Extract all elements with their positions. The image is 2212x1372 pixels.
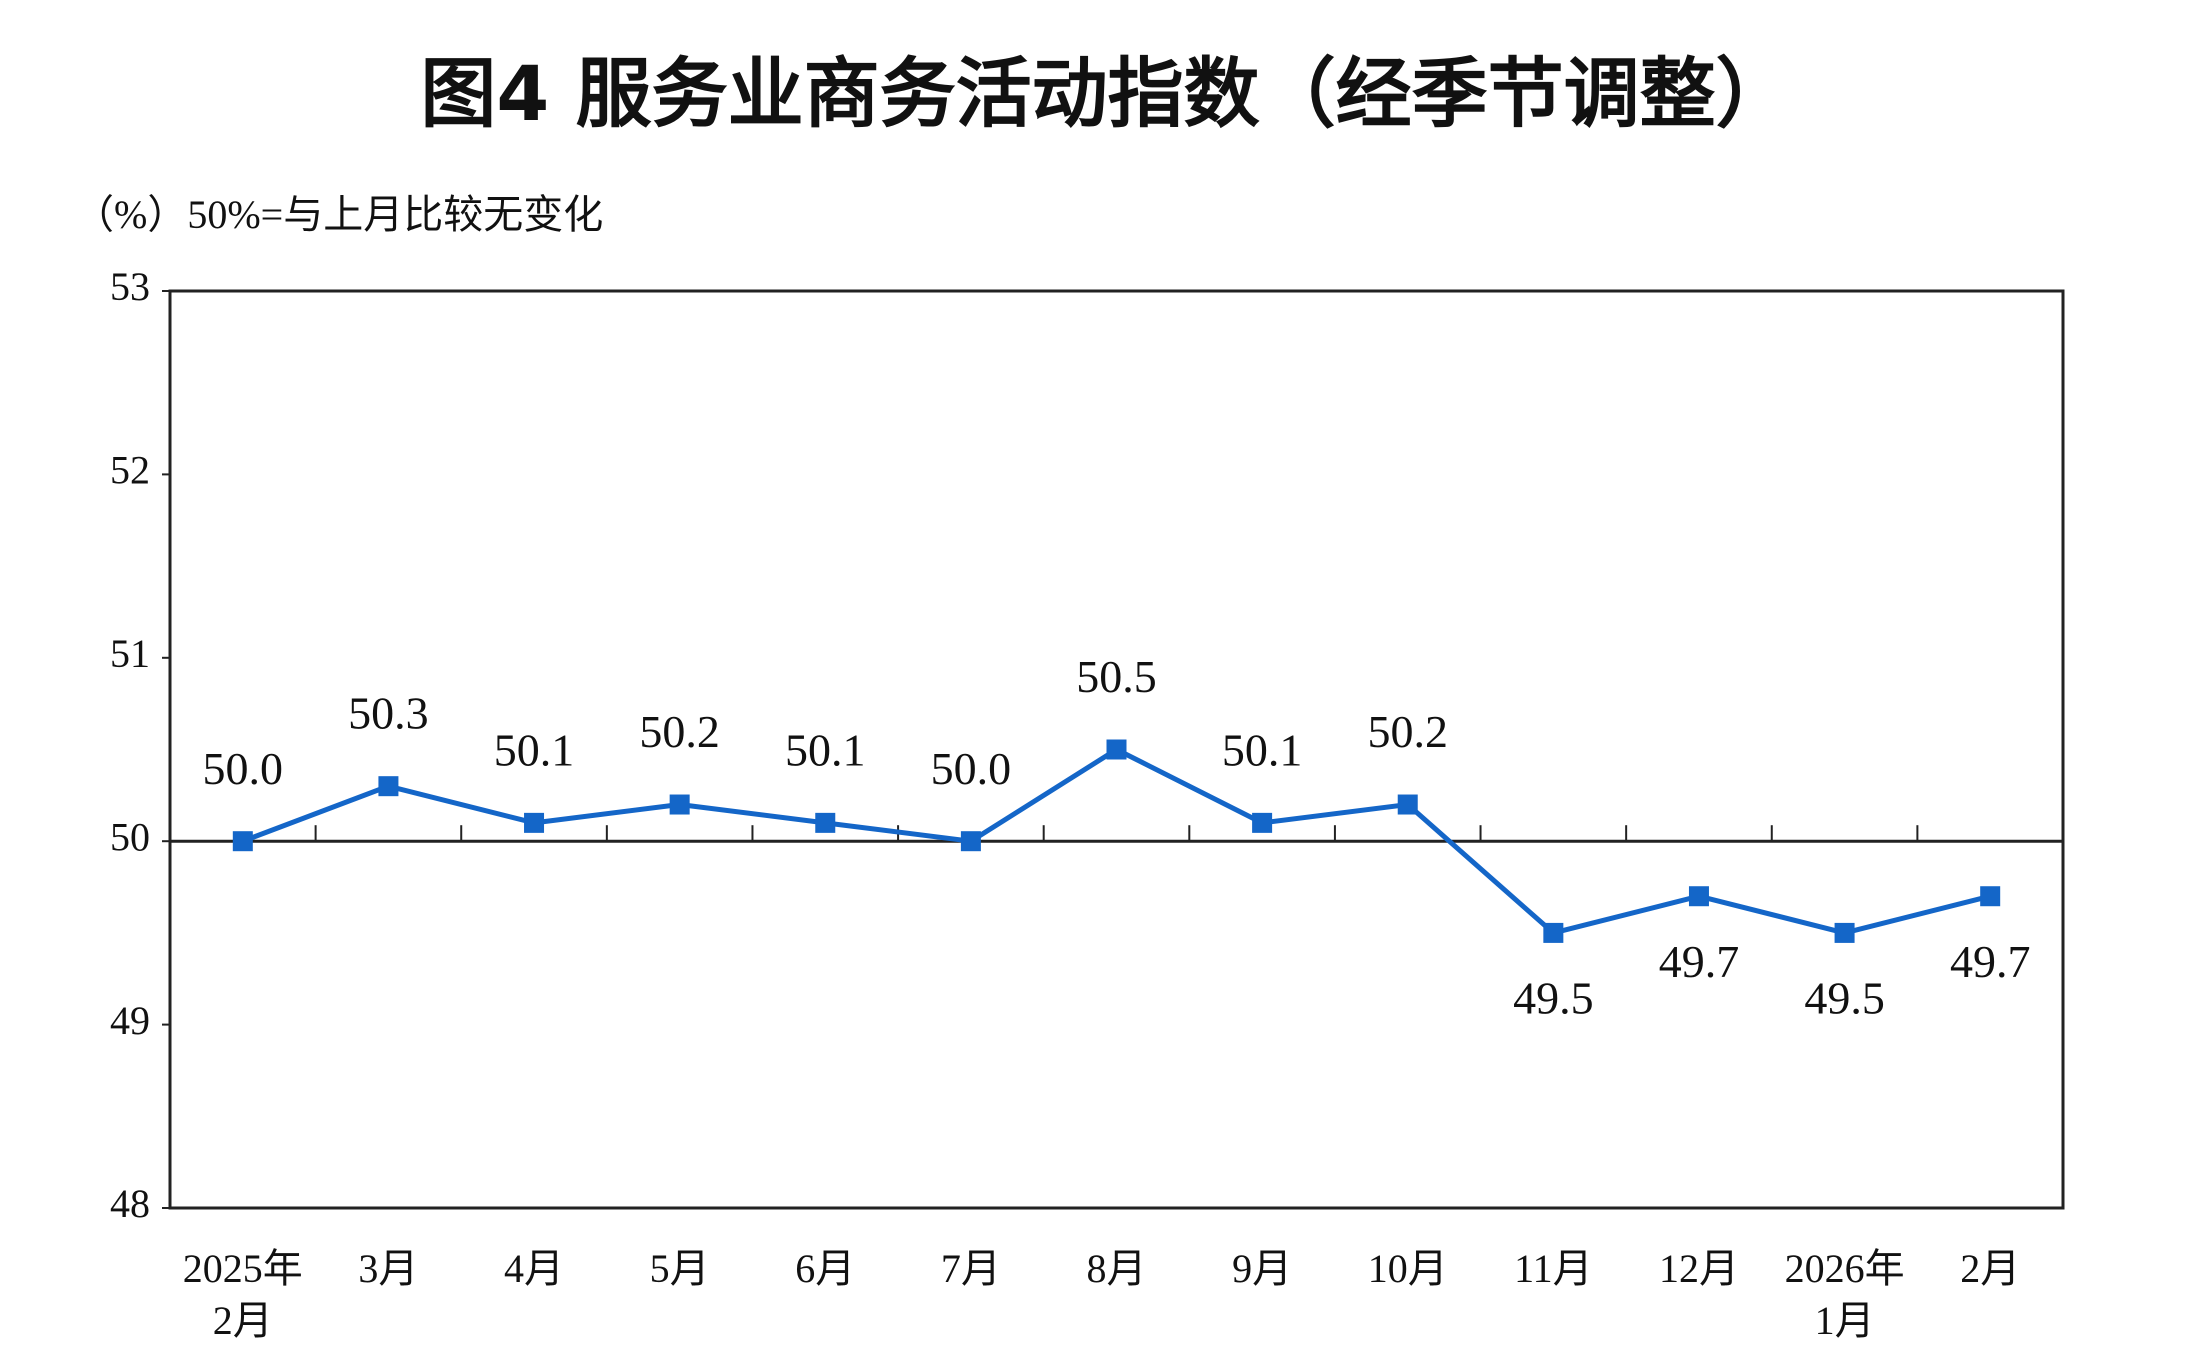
chart-subtitle: （%）50%=与上月比较无变化 (74, 192, 603, 237)
marker (1834, 922, 1855, 943)
marker (669, 794, 690, 815)
marker (960, 831, 981, 852)
x-tick-label: 2月 (213, 1298, 273, 1343)
y-tick-label: 48 (110, 1181, 150, 1226)
marker (232, 831, 253, 852)
data-label: 50.3 (348, 688, 429, 739)
data-label: 49.5 (1804, 972, 1885, 1023)
marker (1543, 922, 1564, 943)
y-tick-label: 51 (110, 631, 150, 676)
data-label: 50.2 (639, 706, 720, 757)
y-tick-label: 53 (110, 264, 150, 309)
marker (1688, 886, 1709, 907)
marker (378, 776, 399, 797)
marker (524, 812, 545, 833)
data-label: 50.2 (1367, 706, 1448, 757)
y-tick-label: 50 (110, 814, 150, 859)
x-tick-label: 12月 (1659, 1246, 1739, 1291)
marker (1252, 812, 1273, 833)
marker (1980, 886, 2001, 907)
x-tick-label: 8月 (1087, 1246, 1147, 1291)
data-label: 50.1 (785, 724, 866, 775)
data-label: 50.0 (931, 743, 1012, 794)
marker (1106, 739, 1127, 760)
x-tick-label: 4月 (504, 1246, 564, 1291)
x-tick-label: 6月 (795, 1246, 855, 1291)
data-label: 50.5 (1076, 651, 1157, 702)
plot-frame (168, 289, 2065, 1210)
x-tick-label: 9月 (1232, 1246, 1292, 1291)
data-label: 50.1 (494, 724, 575, 775)
x-tick-label: 2025年 (183, 1246, 303, 1291)
x-tick-label: 7月 (941, 1246, 1001, 1291)
y-tick-label: 52 (110, 448, 150, 493)
marker (1397, 794, 1418, 815)
x-tick-label: 5月 (650, 1246, 710, 1291)
x-tick-label: 10月 (1368, 1246, 1448, 1291)
data-label: 50.1 (1222, 724, 1303, 775)
chart-title: 图4 服务业商务活动指数（经季节调整） (420, 49, 1791, 138)
x-tick-label: 11月 (1514, 1246, 1593, 1291)
data-label: 49.7 (1659, 936, 1740, 987)
x-tick-label: 2月 (1960, 1246, 2020, 1291)
marker (815, 812, 836, 833)
data-label: 49.7 (1950, 936, 2031, 987)
x-tick-label: 3月 (358, 1246, 418, 1291)
x-tick-label: 2026年 (1785, 1246, 1905, 1291)
x-tick-label: 1月 (1815, 1298, 1875, 1343)
data-label: 49.5 (1513, 972, 1594, 1023)
data-label: 50.0 (203, 743, 284, 794)
y-tick-label: 49 (110, 998, 150, 1043)
